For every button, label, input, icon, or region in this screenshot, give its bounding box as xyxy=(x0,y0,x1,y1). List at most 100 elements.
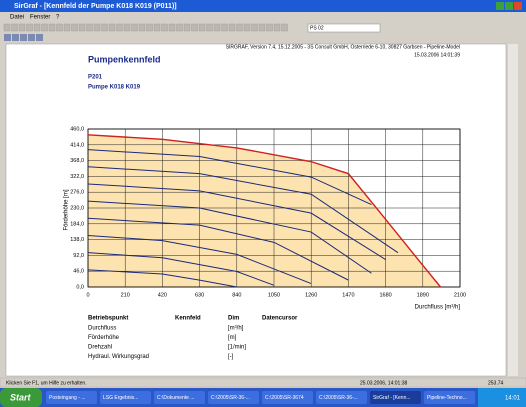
toolbar-button[interactable] xyxy=(243,23,251,32)
toolbar-button[interactable] xyxy=(101,23,108,32)
speed-curve xyxy=(87,269,237,288)
toolbar-button[interactable] xyxy=(12,34,19,41)
toolbar-button[interactable] xyxy=(56,23,63,32)
toolbar-button[interactable] xyxy=(71,23,78,32)
toolbar-button[interactable] xyxy=(86,23,93,32)
toolbar-button[interactable] xyxy=(4,34,11,41)
table-cell: Förderhöhe xyxy=(88,335,120,341)
y-axis-label: Förderhöhe [m] xyxy=(64,189,70,230)
minimize[interactable] xyxy=(496,2,504,10)
task-label: LSG Ergebnis... xyxy=(103,395,138,401)
toolbar-button[interactable] xyxy=(78,23,86,32)
task-button[interactable] xyxy=(370,391,421,404)
toolbar-button[interactable] xyxy=(251,23,258,32)
speed-curve xyxy=(87,200,372,274)
status-value: 253.74 xyxy=(488,380,504,386)
start-label: Start xyxy=(10,392,32,402)
toolbar-button[interactable] xyxy=(206,23,213,32)
toolbar-button[interactable] xyxy=(11,23,18,32)
table: Betriebspunkt Kennfeld Dim Datencursor Durch… xyxy=(88,316,298,361)
toolbar-button[interactable] xyxy=(108,23,116,32)
toolbar-button[interactable] xyxy=(258,23,266,32)
toolbar-button[interactable] xyxy=(236,23,243,32)
y-tick-label: 46,0 xyxy=(73,269,84,275)
speed-curve xyxy=(87,149,372,206)
speed-curve xyxy=(87,252,275,286)
table-cell: Drehzahl xyxy=(88,345,112,351)
task-button[interactable] xyxy=(262,391,313,404)
close[interactable] xyxy=(514,2,522,10)
task-label: C:\2005\SR-3674 xyxy=(265,395,304,401)
start-button[interactable] xyxy=(0,388,42,407)
plot: 0,0 46,0 92,0 138,0 184,0 230,0 276,0 322,0 368,… xyxy=(70,126,466,298)
toolbar-button[interactable] xyxy=(26,23,33,32)
x-tick-label: 1050 xyxy=(268,292,280,298)
x-tick-label: 2100 xyxy=(454,292,466,298)
scrollbar[interactable] xyxy=(508,44,518,376)
table-header: Datencursor xyxy=(262,316,298,322)
toolbar-button[interactable] xyxy=(63,23,71,32)
y-tick-label: 230,0 xyxy=(70,205,84,211)
task-label: C:\Dokumente ... xyxy=(157,395,195,401)
combo-box[interactable] xyxy=(307,23,381,33)
y-tick-label: 0,0 xyxy=(76,284,84,290)
toolbar-button[interactable] xyxy=(20,34,27,41)
toolbar-button[interactable] xyxy=(228,23,236,32)
toolbar-button[interactable] xyxy=(41,23,48,32)
menu-item[interactable]: Fenster xyxy=(30,15,50,21)
task-button[interactable] xyxy=(154,391,205,404)
toolbar-button[interactable] xyxy=(281,23,288,32)
toolbar-button[interactable] xyxy=(138,23,146,32)
task-button[interactable] xyxy=(316,391,367,404)
x-axis-label: Durchfluss [m³/h] xyxy=(415,305,461,311)
table-cell: [1/min] xyxy=(228,345,246,351)
status-help: Klicken Sie F1, um Hilfe zu erhalten. xyxy=(6,380,87,386)
speed-curve xyxy=(87,234,312,285)
toolbar-button[interactable] xyxy=(131,23,138,32)
table-cell: Durchfluss xyxy=(88,326,116,332)
toolbar-button[interactable] xyxy=(176,23,183,32)
toolbar-button[interactable] xyxy=(168,23,176,32)
toolbar-button[interactable] xyxy=(266,23,273,32)
toolbar-button[interactable] xyxy=(33,23,41,32)
task-button[interactable] xyxy=(424,391,475,404)
toolbar-button[interactable] xyxy=(183,23,191,32)
toolbar-button[interactable] xyxy=(116,23,123,32)
toolbar-button[interactable] xyxy=(48,23,56,32)
toolbar-button[interactable] xyxy=(146,23,153,32)
menu-item[interactable]: ? xyxy=(56,15,60,21)
toolbar-button[interactable] xyxy=(273,23,281,32)
menu-item[interactable]: Datei xyxy=(10,15,24,21)
task-button[interactable] xyxy=(100,391,151,404)
maximize[interactable] xyxy=(505,2,513,10)
speed-curve xyxy=(87,134,442,288)
toolbar-button[interactable] xyxy=(161,23,168,32)
toolbar-button[interactable] xyxy=(36,34,43,41)
plot-frame xyxy=(87,128,461,288)
table-header: Kennfeld xyxy=(175,316,201,322)
x-tick-label: 1890 xyxy=(417,292,429,298)
toolbar-button[interactable] xyxy=(198,23,206,32)
task-button[interactable] xyxy=(208,391,259,404)
x-tick-label: 630 xyxy=(195,292,204,298)
toolbar-button[interactable] xyxy=(28,34,35,41)
pump: Pumpe K018 K019 xyxy=(88,85,141,91)
toolbar-button[interactable] xyxy=(221,23,228,32)
envelope-area xyxy=(88,134,441,287)
task-button[interactable] xyxy=(46,391,97,404)
x-tick-label: 1260 xyxy=(305,292,317,298)
task-label: SirGraf - [Kenn... xyxy=(373,395,411,401)
toolbar-button[interactable] xyxy=(18,23,26,32)
x-tick-label: 0 xyxy=(86,292,89,298)
toolbar-button[interactable] xyxy=(153,23,161,32)
toolbar-button[interactable] xyxy=(213,23,221,32)
toolbar-button[interactable] xyxy=(93,23,101,32)
task-label: C:\2005\SR-36-... xyxy=(211,395,250,401)
toolbar-button[interactable] xyxy=(191,23,198,32)
window-title: SirGraf - [Kennfeld der Pumpe K018 K019 … xyxy=(14,3,177,10)
table-cell: Hydraul. Wirkungsgrad xyxy=(88,354,149,360)
station: P201 xyxy=(88,75,103,81)
toolbar-button[interactable] xyxy=(123,23,131,32)
toolbar-button[interactable] xyxy=(3,23,11,32)
